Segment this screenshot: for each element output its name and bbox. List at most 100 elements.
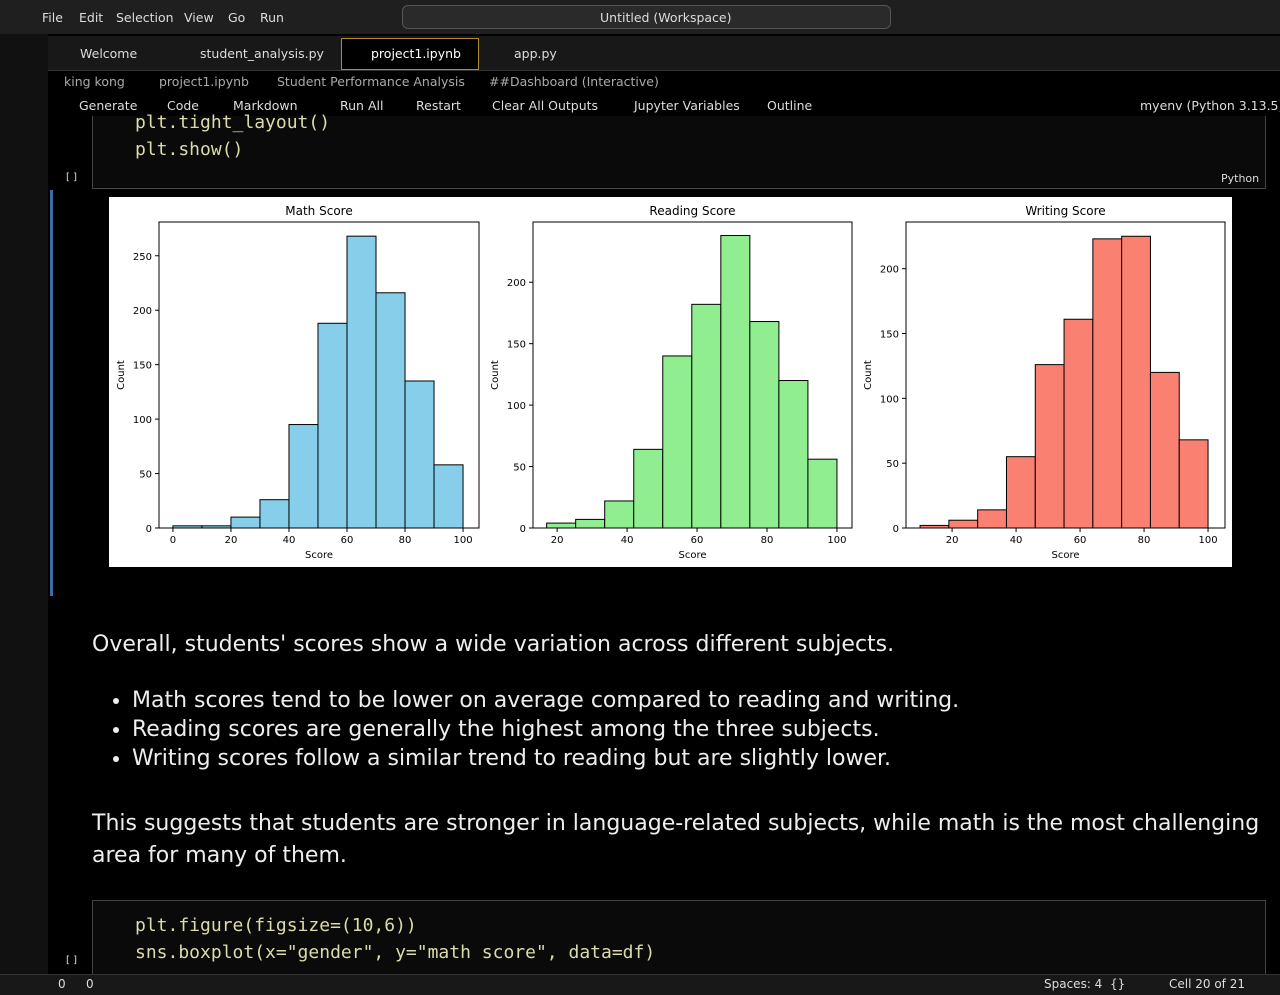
x-tick-label: 100 (827, 535, 846, 546)
menu-item[interactable]: File (42, 10, 63, 25)
activity-bar (0, 34, 48, 974)
chart-title: Writing Score (1025, 204, 1105, 218)
histogram-bar (720, 235, 751, 529)
active-tab[interactable] (341, 38, 479, 70)
status-bar (0, 974, 1280, 995)
x-tick-label: 80 (761, 535, 774, 546)
y-tick-label: 150 (133, 361, 152, 372)
language-braces[interactable]: {} (1110, 977, 1126, 991)
histogram-bar (604, 500, 635, 529)
histogram-bar (1178, 439, 1209, 529)
histogram-bar (977, 509, 1007, 529)
toolbar-button[interactable]: Code (167, 98, 200, 113)
breadcrumb[interactable]: king kong (64, 74, 125, 89)
chart-title: Reading Score (649, 204, 735, 218)
histogram-bar (1121, 235, 1151, 529)
toolbar-button[interactable]: Markdown (233, 98, 298, 113)
y-tick-label: 100 (507, 401, 526, 412)
menu-item[interactable]: Go (228, 10, 246, 25)
tab[interactable]: student_analysis.py (200, 46, 324, 61)
x-tick-label: 80 (399, 535, 412, 546)
x-tick-label: 80 (1138, 535, 1151, 546)
menu-item[interactable]: Edit (79, 10, 104, 25)
bullet-list: Math scores tend to be lower on average … (92, 688, 1262, 771)
markdown-text: Overall, students' scores show a wide va… (92, 632, 895, 657)
histogram-bar (1063, 318, 1094, 529)
toolbar-button[interactable]: Generate (79, 98, 138, 113)
menu-item[interactable]: Run (260, 10, 284, 25)
y-tick-label: 250 (133, 252, 152, 263)
code-cell[interactable] (92, 900, 1266, 975)
x-tick-label: 0 (170, 535, 176, 546)
toolbar-button[interactable]: Run All (340, 98, 384, 113)
menu-item[interactable]: Selection (116, 10, 174, 25)
run-label: [ ] (66, 955, 77, 966)
y-tick-label: 0 (893, 524, 899, 535)
run-label: [ ] (66, 172, 77, 183)
code-cell[interactable] (92, 116, 1266, 189)
markdown-text: This suggests that students are stronger… (92, 811, 1260, 868)
histogram-bar (230, 516, 261, 529)
histogram-bar (346, 235, 377, 529)
x-tick-label: 20 (551, 535, 564, 546)
cell-position[interactable]: Cell 20 of 21 (1169, 977, 1245, 991)
histogram-bar (404, 380, 435, 529)
kernel-picker[interactable]: myenv (Python 3.13.5) (1140, 98, 1280, 113)
code-line: plt.show() (135, 139, 244, 160)
histogram-bar (375, 292, 406, 529)
histogram-bar (546, 522, 577, 529)
breadcrumb[interactable]: ##Dashboard (Interactive) (489, 74, 659, 89)
warning-count[interactable]: 0 (86, 977, 94, 991)
x-tick-label: 40 (283, 535, 296, 546)
y-tick-label: 0 (520, 524, 526, 535)
cell-language: Python (1221, 172, 1260, 185)
x-axis-label: Score (305, 550, 333, 561)
y-tick-label: 50 (886, 459, 899, 470)
histogram-bar (807, 458, 838, 529)
code-line: plt.tight_layout() (135, 112, 331, 133)
histogram-bar (749, 321, 780, 529)
code-line: sns.boxplot(x="gender", y="math score", … (135, 942, 656, 963)
toolbar-button[interactable]: Clear All Outputs (492, 98, 599, 113)
y-axis-label: Count (116, 360, 127, 390)
menu-item[interactable]: View (184, 10, 214, 25)
histogram-bar (433, 464, 464, 529)
x-tick-label: 40 (621, 535, 634, 546)
x-tick-label: 20 (946, 535, 959, 546)
bullet: Reading scores are generally the highest… (132, 717, 1262, 742)
y-tick-label: 200 (133, 306, 152, 317)
tab[interactable]: Welcome (80, 46, 138, 61)
cell-focus-bar (50, 190, 53, 596)
axes-frame (158, 221, 480, 529)
chart-title: Math Score (285, 204, 352, 218)
x-tick-label: 60 (1074, 535, 1087, 546)
x-tick-label: 100 (1198, 535, 1217, 546)
x-tick-label: 100 (453, 535, 472, 546)
y-tick-label: 100 (133, 415, 152, 426)
axes-frame (532, 221, 853, 529)
histogram-bar (1005, 456, 1036, 529)
indent-setting[interactable]: Spaces: 4 (1044, 977, 1103, 991)
y-tick-label: 150 (507, 340, 526, 351)
code-line: plt.figure(figsize=(10,6)) (135, 915, 417, 936)
toolbar-button[interactable]: Restart (416, 98, 461, 113)
x-axis-label: Score (1051, 550, 1079, 561)
x-tick-label: 60 (691, 535, 704, 546)
x-tick-label: 20 (225, 535, 238, 546)
tab[interactable]: project1.ipynb (371, 46, 461, 61)
y-tick-label: 100 (880, 394, 899, 405)
search-box[interactable] (402, 5, 891, 29)
toolbar-button[interactable]: Jupyter Variables (634, 98, 740, 113)
tab[interactable]: app.py (514, 46, 557, 61)
error-count[interactable]: 0 (58, 977, 66, 991)
toolbar-button[interactable]: Outline (767, 98, 813, 113)
y-tick-label: 150 (880, 330, 899, 341)
histogram-bar (317, 322, 348, 529)
x-axis-label: Score (678, 550, 706, 561)
breadcrumb[interactable]: Student Performance Analysis (277, 74, 465, 89)
histogram-bar (948, 519, 979, 529)
breadcrumb[interactable]: project1.ipynb (159, 74, 249, 89)
tab-bar (48, 36, 1280, 71)
